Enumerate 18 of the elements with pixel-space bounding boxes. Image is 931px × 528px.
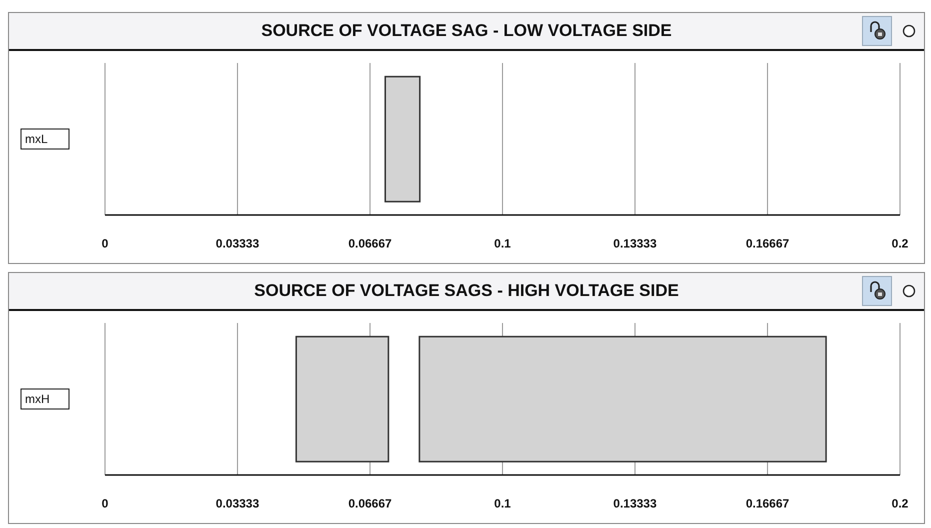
x-tick-label: 0.06667 [348,496,392,511]
x-tick-label: 0.16667 [746,496,790,511]
y-tick-label: mxH [25,392,50,406]
x-tick-label: 0.2 [892,496,909,511]
y-tick-label: mxL [25,132,48,146]
x-tick-label: 0.13333 [613,496,657,511]
x-tick-label: 0.03333 [216,236,260,251]
x-tick-label: 0.03333 [216,496,260,511]
x-tick-label: 0.06667 [348,236,392,251]
x-tick-label: 0.16667 [746,236,790,251]
x-tick-label: 0.1 [494,496,512,511]
chart-title: SOURCE OF VOLTAGE SAG - LOW VOLTAGE SIDE [261,21,672,41]
x-tick-label: 0.1 [494,236,512,251]
x-tick-label: 0.2 [892,236,909,251]
x-tick-label: 0.13333 [613,236,657,251]
chart-title: SOURCE OF VOLTAGE SAGS - HIGH VOLTAGE SIDE [254,281,679,301]
x-tick-label: 0 [102,236,109,251]
x-tick-label: 0 [102,496,109,511]
